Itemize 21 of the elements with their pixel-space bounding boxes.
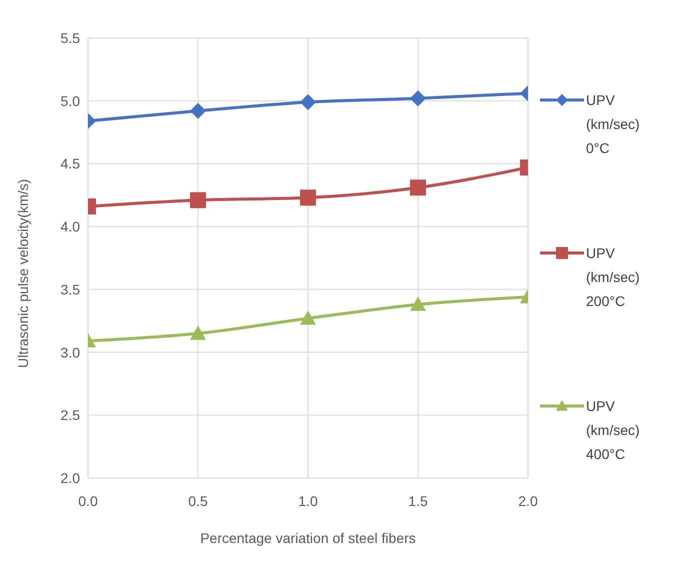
point	[300, 190, 316, 206]
legend-label: UPV (km/sec) 0°C	[586, 90, 641, 158]
x-tick-label: 0.5	[188, 492, 208, 509]
point	[300, 310, 316, 325]
y-tick-label: 2.0	[60, 470, 80, 486]
x-tick-label: 0.0	[78, 492, 98, 509]
x-tick-label: 2.0	[518, 492, 538, 509]
y-tick-label: 3.0	[60, 344, 80, 360]
x-tick-label: 1.5	[408, 492, 428, 509]
x-tick-label: 1.0	[298, 492, 318, 509]
y-tick-label: 2.5	[60, 407, 80, 424]
legend-label: UPV (km/sec) 400°C	[586, 397, 641, 464]
point	[300, 94, 316, 110]
legend-label: UPV (km/sec) 200°C	[586, 244, 641, 311]
y-tick-label: 4.5	[60, 156, 80, 172]
y-tick-label: 3.5	[60, 281, 80, 298]
y-tick-label: 4.0	[60, 218, 80, 235]
x-axis-title: Percentage variation of steel fibers	[200, 530, 416, 546]
y-tick-label: 5.5	[60, 30, 80, 46]
y-tick-label: 5.0	[60, 92, 80, 109]
y-axis-title: Ultrasonic pulse velocity(km/s)	[14, 178, 31, 368]
